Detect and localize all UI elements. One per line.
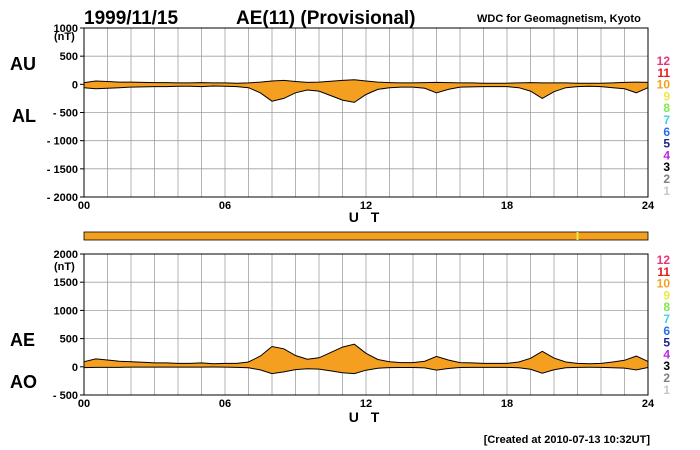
legend-item: 3 bbox=[663, 160, 670, 174]
legend-item: 12 bbox=[657, 54, 671, 68]
ae-ao-y-ticks: 2000 1500 1000 500 0 - 500 bbox=[53, 249, 84, 402]
p2-ytick-label: 2000 bbox=[54, 249, 78, 261]
p2-ytick-label: - 500 bbox=[53, 390, 78, 402]
ae-ao-grid bbox=[83, 253, 649, 396]
au-al-xlabel: U T bbox=[349, 209, 384, 225]
legend-item: 3 bbox=[663, 359, 670, 373]
legend-item: 9 bbox=[663, 288, 670, 302]
p2-ytick-label: 1500 bbox=[54, 277, 78, 289]
p1-ytick-label: 1000 bbox=[54, 23, 78, 35]
au-al-unit: (nT) bbox=[54, 31, 75, 43]
p1-ytick-label: 0 bbox=[72, 79, 78, 91]
legend-item: 1 bbox=[663, 383, 670, 397]
p1-ytick-label: - 1500 bbox=[47, 164, 78, 176]
au-al-y-ticks: 1000 500 0 - 500 - 1000 - 1500 - 2000 bbox=[47, 23, 84, 204]
au-label: AU bbox=[10, 54, 36, 74]
p2-xtick-label: 06 bbox=[219, 398, 231, 410]
availability-marker bbox=[576, 232, 579, 240]
ae-ao-frame bbox=[83, 253, 649, 396]
p2-xtick-label: 12 bbox=[360, 398, 372, 410]
p1-ytick-label: - 1000 bbox=[47, 136, 78, 148]
ae-ao-xlabel: U T bbox=[349, 409, 384, 425]
p1-xtick-label: 00 bbox=[78, 200, 90, 212]
legend-item: 7 bbox=[663, 113, 670, 127]
ao-label: AO bbox=[10, 372, 37, 392]
legend-item: 12 bbox=[657, 253, 671, 267]
ae-ao-x-ticks: 00 06 12 18 24 bbox=[78, 398, 655, 410]
availability-fill bbox=[83, 231, 649, 241]
date-label: 1999/11/15 bbox=[84, 8, 178, 29]
ae-ao-plot bbox=[83, 343, 649, 375]
al-label: AL bbox=[12, 106, 36, 126]
legend-item: 8 bbox=[663, 101, 670, 115]
legend-item: 10 bbox=[657, 277, 671, 291]
created-footer: [Created at 2010-07-13 10:32UT] bbox=[484, 434, 651, 446]
p2-ytick-label: 500 bbox=[60, 334, 78, 346]
legend-item: 4 bbox=[663, 148, 670, 162]
legend-item: 5 bbox=[663, 137, 670, 151]
p1-xtick-label: 18 bbox=[501, 200, 513, 212]
series-ao-line bbox=[83, 366, 649, 375]
p2-xtick-label: 18 bbox=[501, 398, 513, 410]
p2-xtick-label: 00 bbox=[78, 398, 90, 410]
legend-item: 6 bbox=[663, 125, 670, 139]
p2-xtick-label: 24 bbox=[642, 398, 655, 410]
p1-xtick-label: 24 bbox=[642, 200, 655, 212]
legend-item: 2 bbox=[663, 371, 670, 385]
legend-item: 1 bbox=[663, 184, 670, 198]
legend-item: 11 bbox=[657, 66, 670, 80]
au-al-grid bbox=[83, 27, 649, 198]
p1-ytick-label: 500 bbox=[60, 51, 78, 63]
p1-ytick-label: - 500 bbox=[53, 108, 78, 120]
p1-band bbox=[84, 79, 648, 103]
legend-item: 4 bbox=[663, 347, 670, 361]
p1-xtick-label: 06 bbox=[219, 200, 231, 212]
ae-ao-unit: (nT) bbox=[54, 261, 75, 273]
ae-label: AE bbox=[10, 330, 35, 350]
legend-item: 7 bbox=[663, 312, 670, 326]
legend-item: 9 bbox=[663, 89, 670, 103]
p1-ytick-label: - 2000 bbox=[47, 192, 78, 204]
legend-item: 10 bbox=[657, 78, 671, 92]
p2-ytick-label: 1000 bbox=[54, 305, 78, 317]
legend-item: 5 bbox=[663, 336, 670, 350]
legend-item: 6 bbox=[663, 324, 670, 338]
legend-item: 11 bbox=[657, 265, 670, 279]
series-al-line bbox=[83, 85, 649, 103]
series-au-line bbox=[83, 79, 649, 84]
legend-item: 2 bbox=[663, 172, 670, 186]
legend-item: 8 bbox=[663, 300, 670, 314]
p2-ytick-label: 0 bbox=[72, 362, 78, 374]
p1-xtick-label: 12 bbox=[360, 200, 372, 212]
au-al-x-ticks: 00 06 12 18 24 bbox=[78, 200, 655, 212]
series-ae-line bbox=[83, 343, 649, 365]
availability-bar bbox=[83, 231, 649, 241]
p2-band bbox=[84, 344, 648, 374]
org-label: WDC for Geomagnetism, Kyoto bbox=[477, 13, 641, 25]
au-al-plot bbox=[83, 79, 649, 103]
chart-title: AE(11) (Provisional) bbox=[236, 8, 416, 29]
